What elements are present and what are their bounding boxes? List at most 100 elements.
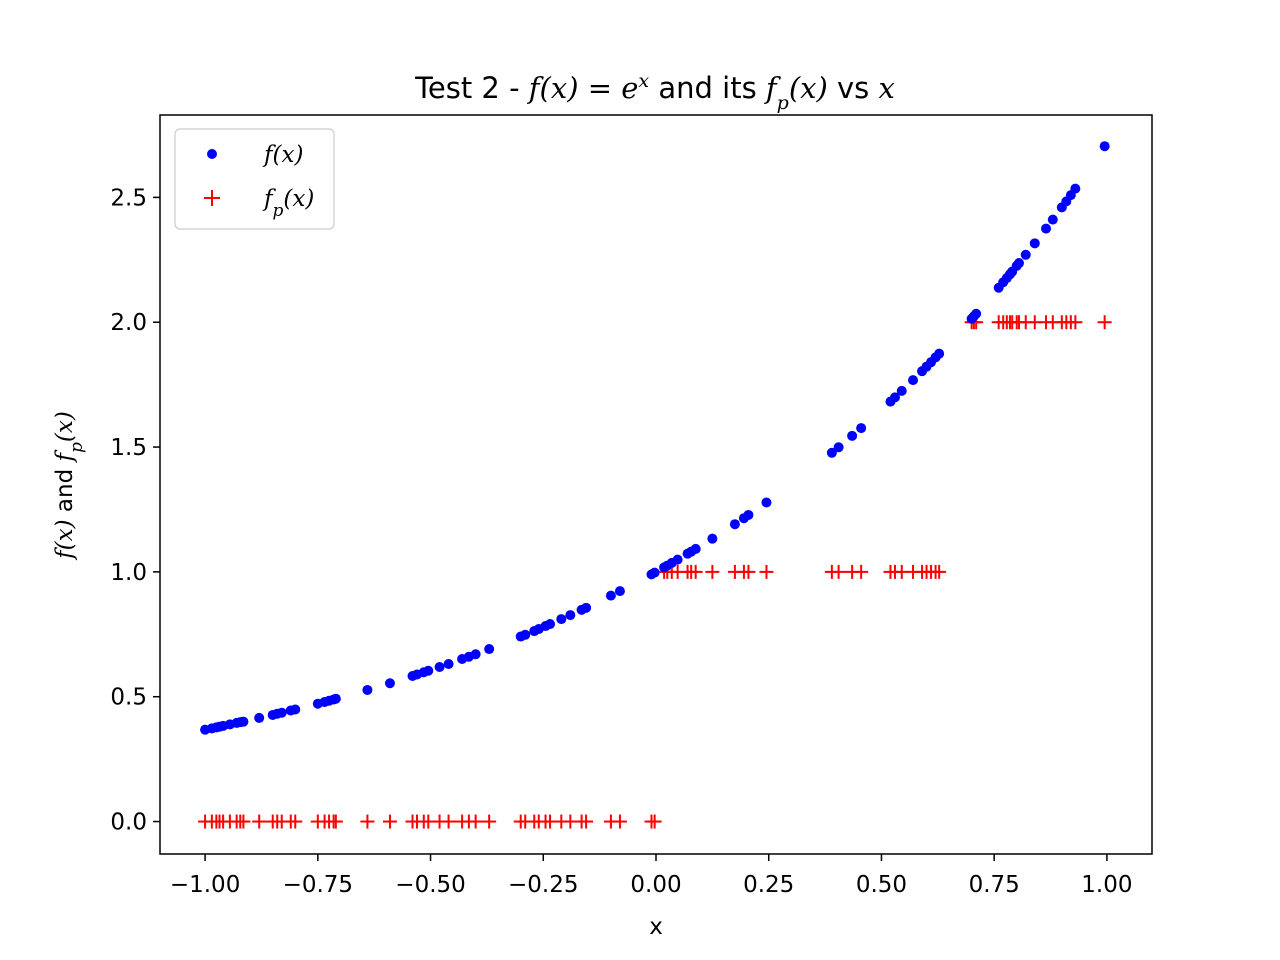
f-point: [330, 693, 341, 704]
fp-point: [382, 814, 397, 829]
f-point: [1013, 258, 1024, 269]
x-tick-label: 0.00: [630, 872, 681, 898]
fp-point: [741, 564, 756, 579]
f-point: [1041, 223, 1052, 234]
fp-point: [759, 564, 774, 579]
f-point: [605, 590, 616, 601]
legend-label-fp: fp(x): [262, 186, 314, 221]
f-point: [470, 649, 481, 660]
x-tick-label: −1.00: [170, 872, 240, 898]
legend-f-f: f: [262, 142, 276, 168]
x-tick-label: 1.00: [1081, 872, 1132, 898]
title-vs: vs: [828, 71, 879, 105]
y-tick-label: 1.5: [110, 435, 147, 461]
ylabel-f-part: f(x): [52, 519, 78, 560]
title-var: x: [879, 71, 895, 105]
f-point: [443, 659, 454, 670]
f-point: [565, 610, 576, 621]
legend-label-f: f(x): [262, 142, 303, 168]
fp-point: [1068, 315, 1083, 330]
fp-point: [468, 814, 483, 829]
fp-point: [612, 814, 627, 829]
f-point: [889, 392, 900, 403]
f-point: [908, 375, 919, 386]
legend-f-arg: (x): [273, 142, 304, 168]
f-point: [649, 567, 660, 578]
y-tick-label: 2.5: [110, 185, 147, 211]
f-point: [896, 385, 907, 396]
x-tick-label: −0.75: [283, 872, 353, 898]
fp-point: [932, 564, 947, 579]
f-point: [707, 533, 718, 544]
ylabel-fp-arg: (x): [52, 411, 78, 442]
y-tick-label: 2.0: [110, 310, 147, 336]
f-point: [761, 497, 772, 508]
y-tick-label: 1.0: [110, 560, 147, 586]
series-fp: [198, 315, 1112, 829]
fp-point: [579, 814, 594, 829]
title-ex-sup: x: [638, 70, 649, 92]
f-point: [276, 707, 287, 718]
f-point: [1029, 238, 1040, 249]
f-point: [614, 586, 625, 597]
x-tick-label: 0.25: [743, 872, 794, 898]
legend-box: [174, 128, 335, 230]
f-point: [847, 430, 858, 441]
title-middle: and its: [649, 71, 766, 105]
f-point: [1099, 141, 1110, 152]
f-point: [1020, 249, 1031, 260]
title-fp-arg: (x): [789, 71, 828, 105]
x-axis-label: x: [649, 914, 663, 940]
y-axis-label: f(x) and fp(x): [52, 411, 87, 561]
f-point: [484, 644, 495, 655]
x-axis-ticks: −1.00 −0.75 −0.50 −0.25 0.00 0.25 0.50 0.75 1.00: [170, 854, 1133, 898]
f-point: [826, 447, 837, 458]
f-point: [934, 348, 945, 359]
ylabel-fp-sub: p: [67, 442, 87, 453]
title-prefix: Test 2 -: [414, 71, 529, 105]
f-point: [1047, 214, 1058, 225]
fp-point: [1097, 315, 1112, 330]
legend-fp-arg: (x): [283, 186, 314, 212]
fp-point: [482, 814, 497, 829]
fp-point: [854, 564, 869, 579]
f-point: [520, 629, 531, 640]
y-axis-ticks: 0.0 0.5 1.0 1.5 2.0 2.5: [110, 185, 160, 836]
title-fp-sub: p: [777, 92, 789, 114]
fp-point: [288, 814, 303, 829]
f-point: [423, 665, 434, 676]
fp-point: [705, 564, 720, 579]
chart-title: Test 2 - f(x) = ex and its fp(x) vs x: [414, 70, 895, 114]
f-point: [833, 442, 844, 453]
x-tick-label: 0.75: [969, 872, 1020, 898]
f-point: [672, 554, 683, 565]
f-point: [384, 678, 395, 689]
f-point: [290, 704, 301, 715]
legend: f(x) fp(x): [174, 128, 335, 230]
legend-marker-dot: [207, 149, 217, 159]
legend-fp-sub: p: [273, 201, 284, 221]
f-point: [1070, 183, 1081, 194]
fp-point: [328, 814, 343, 829]
fp-point: [236, 814, 251, 829]
f-point: [729, 519, 740, 530]
y-tick-label: 0.0: [110, 810, 147, 836]
f-point: [581, 602, 592, 613]
y-tick-label: 0.5: [110, 685, 147, 711]
f-point: [362, 684, 373, 695]
fp-point: [252, 814, 267, 829]
ylabel-fp-f: f: [52, 449, 78, 463]
x-tick-label: −0.25: [508, 872, 578, 898]
fp-point: [441, 814, 456, 829]
f-point: [238, 716, 249, 727]
fp-point: [688, 564, 703, 579]
f-point: [690, 543, 701, 554]
x-tick-label: −0.50: [395, 872, 465, 898]
series-f: [200, 141, 1110, 735]
ylabel-and: and: [52, 461, 78, 519]
legend-fp-f: f: [262, 186, 276, 212]
f-point: [434, 662, 445, 673]
f-point: [556, 614, 567, 625]
fp-point: [647, 814, 662, 829]
